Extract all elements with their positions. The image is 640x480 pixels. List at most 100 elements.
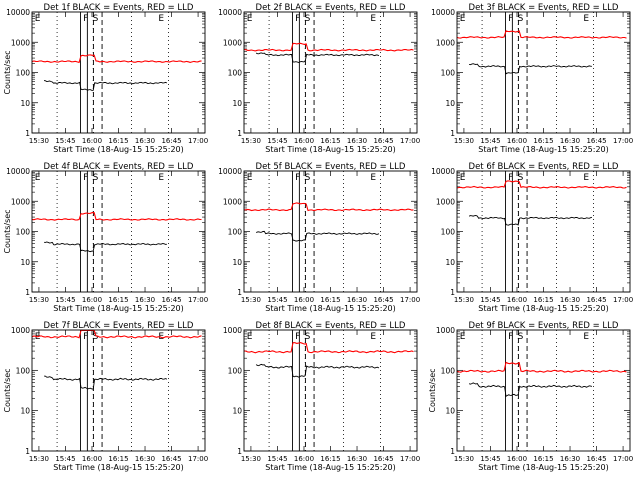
chart-panel: Det 4f BLACK = Events, RED = LLD 1 10 100 10…: [3, 162, 208, 313]
chart-title: Det 8f BLACK = Events, RED = LLD: [256, 321, 406, 331]
x-tick-label: 16:30: [560, 137, 580, 145]
chart-panel: Det 8f BLACK = Events, RED = LLD 1 10 100 10…: [223, 321, 420, 472]
time-marker-label: E: [583, 173, 589, 183]
events-series-line: [44, 241, 167, 253]
chart-title: Det 9f BLACK = Events, RED = LLD: [469, 321, 619, 331]
chart-title: Det 7f BLACK = Events, RED = LLD: [44, 321, 194, 331]
y-axis-label: Counts/sec: [3, 368, 12, 412]
x-axis-label: Start Time (18-Aug-15 15:25:20): [265, 304, 396, 313]
chart-panel: Det 3f BLACK = Events, RED = LLD 1 10 100 10…: [431, 3, 633, 154]
x-tick-label: 15:45: [267, 137, 287, 145]
x-tick-label: 16:30: [135, 296, 155, 304]
x-tick-label: 16:15: [108, 137, 128, 145]
x-axis-label: Start Time (18-Aug-15 15:25:20): [478, 145, 609, 154]
x-tick-label: 16:15: [320, 137, 340, 145]
chart-title: Det 4f BLACK = Events, RED = LLD: [44, 162, 194, 172]
chart-panel: Det 2f BLACK = Events, RED = LLD 1 10 100 10…: [218, 3, 420, 154]
x-tick-label: 15:45: [480, 137, 500, 145]
x-tick-label: 15:45: [55, 455, 75, 463]
x-tick-label: 16:45: [586, 296, 606, 304]
x-tick-label: 16:30: [347, 137, 367, 145]
y-tick-label: 1000: [11, 38, 30, 47]
x-tick-label: 17:00: [613, 455, 633, 463]
y-tick-label: 1: [237, 447, 242, 456]
x-tick-label: 15:30: [454, 455, 474, 463]
lld-series-line: [456, 180, 627, 189]
x-tick-label: 15:30: [29, 455, 49, 463]
x-tick-label: 16:30: [135, 137, 155, 145]
x-tick-label: 16:30: [560, 455, 580, 463]
x-tick-label: 15:45: [55, 296, 75, 304]
time-marker-label: S: [305, 173, 311, 183]
time-marker-label: E: [583, 14, 589, 24]
y-axis-label: Counts/sec: [428, 368, 437, 412]
y-tick-label: 1000: [223, 197, 242, 206]
x-tick-label: 16:15: [108, 455, 128, 463]
y-axis-label: Counts/sec: [3, 50, 12, 94]
chart-title: Det 3f BLACK = Events, RED = LLD: [469, 3, 619, 13]
time-marker-label: E: [460, 332, 466, 342]
x-tick-label: 17:00: [613, 137, 633, 145]
events-series-line: [255, 52, 380, 63]
x-tick-label: 15:45: [480, 455, 500, 463]
plot-frame: [243, 329, 418, 452]
lld-series-line: [243, 342, 414, 354]
y-tick-label: 1: [237, 288, 242, 297]
x-tick-label: 15:30: [454, 296, 474, 304]
x-tick-label: 16:00: [507, 455, 527, 463]
x-tick-label: 16:00: [82, 455, 102, 463]
x-tick-label: 16:45: [161, 455, 181, 463]
y-tick-label: 10: [445, 99, 455, 108]
y-tick-label: 1000: [223, 38, 242, 47]
x-tick-label: 16:00: [82, 137, 102, 145]
time-marker-label: S: [93, 332, 99, 342]
plot-frame: [456, 329, 631, 452]
x-tick-label: 16:00: [294, 455, 314, 463]
events-series-line: [255, 363, 380, 378]
y-tick-label: 1: [237, 129, 242, 138]
time-marker-label: F: [83, 14, 88, 24]
x-tick-label: 16:30: [560, 296, 580, 304]
time-marker-label: E: [370, 332, 376, 342]
y-tick-label: 10: [20, 258, 30, 267]
x-tick-label: 15:30: [241, 137, 261, 145]
y-tick-label: 10000: [218, 8, 242, 17]
events-series-line: [44, 375, 168, 390]
y-tick-label: 10: [20, 407, 30, 416]
x-tick-label: 17:00: [400, 455, 420, 463]
y-tick-label: 1000: [436, 38, 455, 47]
x-tick-label: 15:45: [267, 296, 287, 304]
x-tick-label: 17:00: [188, 137, 208, 145]
y-tick-label: 1000: [223, 326, 242, 335]
time-marker-label: S: [93, 14, 99, 24]
chart-panel: Det 5f BLACK = Events, RED = LLD 1 10 100 10…: [218, 162, 420, 313]
events-series-line: [468, 215, 593, 226]
x-axis-label: Start Time (18-Aug-15 15:25:20): [53, 463, 184, 472]
time-marker-label: E: [460, 14, 466, 24]
y-tick-label: 10000: [218, 167, 242, 176]
events-series-line: [469, 63, 592, 75]
time-marker-label: S: [518, 173, 524, 183]
chart-panel: Det 9f BLACK = Events, RED = LLD 1 10 100 10…: [428, 321, 633, 472]
time-marker-label: F: [295, 173, 300, 183]
x-tick-label: 16:45: [586, 137, 606, 145]
y-tick-label: 100: [228, 366, 243, 375]
x-tick-label: 17:00: [188, 455, 208, 463]
x-tick-label: 17:00: [400, 137, 420, 145]
events-series-line: [255, 230, 380, 242]
plot-frame: [243, 170, 418, 293]
x-tick-label: 17:00: [613, 296, 633, 304]
y-tick-label: 100: [16, 366, 31, 375]
x-tick-label: 16:45: [161, 296, 181, 304]
plot-frame: [456, 170, 631, 293]
y-tick-label: 100: [228, 228, 243, 237]
y-tick-label: 1000: [11, 197, 30, 206]
time-marker-label: F: [508, 14, 513, 24]
x-tick-label: 15:30: [454, 137, 474, 145]
y-tick-label: 10: [232, 258, 242, 267]
x-tick-label: 16:15: [533, 296, 553, 304]
time-marker-label: F: [83, 173, 88, 183]
y-tick-label: 100: [228, 69, 243, 78]
x-tick-label: 15:45: [480, 296, 500, 304]
x-tick-label: 17:00: [188, 296, 208, 304]
